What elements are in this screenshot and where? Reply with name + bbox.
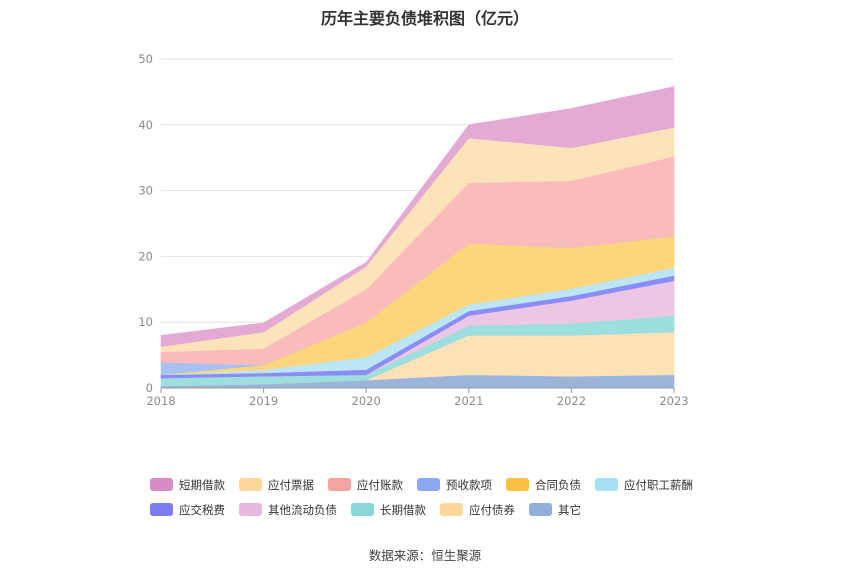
legend-label: 短期借款 [179,477,225,492]
legend-swatch [417,478,440,491]
legend-label: 其它 [558,502,581,517]
legend-label: 长期借款 [380,502,426,517]
legend-row: 短期借款 应付票据 应付账款 预收款项 合同负债 应付职工薪酬 [150,472,750,497]
data-source: 数据来源：恒生聚源 [368,548,482,563]
x-tick-label: 2022 [557,394,586,408]
legend-item[interactable]: 短期借款 [150,477,225,493]
legend-label: 应付账款 [357,477,403,492]
y-tick-label: 40 [138,118,153,132]
legend-swatch [328,478,351,491]
legend-swatch [150,503,173,516]
x-tick-label: 2020 [352,394,381,408]
legend-item[interactable]: 应付票据 [239,477,314,493]
legend-label: 应付票据 [268,477,314,492]
chart-title: 历年主要负债堆积图（亿元） [320,9,529,28]
legend-swatch [440,503,463,516]
x-tick-label: 2018 [146,394,175,408]
legend-label: 应交税费 [179,502,225,517]
legend-swatch [239,478,262,491]
x-tick-label: 2019 [249,394,278,408]
legend-swatch [150,478,173,491]
legend-item[interactable]: 应交税费 [150,502,225,518]
stacked-area-chart: 0 10 20 30 40 50 2018 2019 2020 2021 2022 2023 [138,52,688,408]
y-tick-label: 30 [138,184,153,198]
y-tick-label: 0 [146,381,153,395]
legend-item[interactable]: 长期借款 [351,502,426,518]
legend-swatch [529,503,552,516]
legend-swatch [506,478,529,491]
legend-item[interactable]: 其它 [529,502,581,518]
y-tick-label: 10 [138,315,153,329]
x-tick-label: 2023 [659,394,688,408]
legend: 短期借款 应付票据 应付账款 预收款项 合同负债 应付职工薪酬 应交税费 其他流动负债 长期借… [150,472,750,522]
y-tick-label: 20 [138,249,153,263]
legend-swatch [351,503,374,516]
legend-row: 应交税费 其他流动负债 长期借款 应付债券 其它 [150,497,750,522]
area-series-短期借款 [160,86,675,347]
legend-item[interactable]: 应付账款 [328,477,403,493]
legend-swatch [595,478,618,491]
legend-swatch [239,503,262,516]
legend-item[interactable]: 应付债券 [440,502,515,518]
legend-label: 应付职工薪酬 [624,477,693,492]
x-tick-label: 2021 [454,394,483,408]
legend-item[interactable]: 应付职工薪酬 [595,477,693,493]
legend-item[interactable]: 预收款项 [417,477,492,493]
legend-label: 合同负债 [535,477,581,492]
legend-item[interactable]: 其他流动负债 [239,502,337,518]
y-tick-label: 50 [138,52,153,66]
legend-item[interactable]: 合同负债 [506,477,581,493]
legend-label: 应付债券 [469,502,515,517]
legend-label: 预收款项 [446,477,492,492]
legend-label: 其他流动负债 [268,502,337,517]
